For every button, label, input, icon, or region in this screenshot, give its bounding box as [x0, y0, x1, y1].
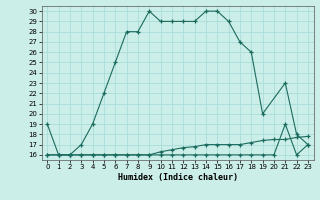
X-axis label: Humidex (Indice chaleur): Humidex (Indice chaleur)	[118, 173, 237, 182]
